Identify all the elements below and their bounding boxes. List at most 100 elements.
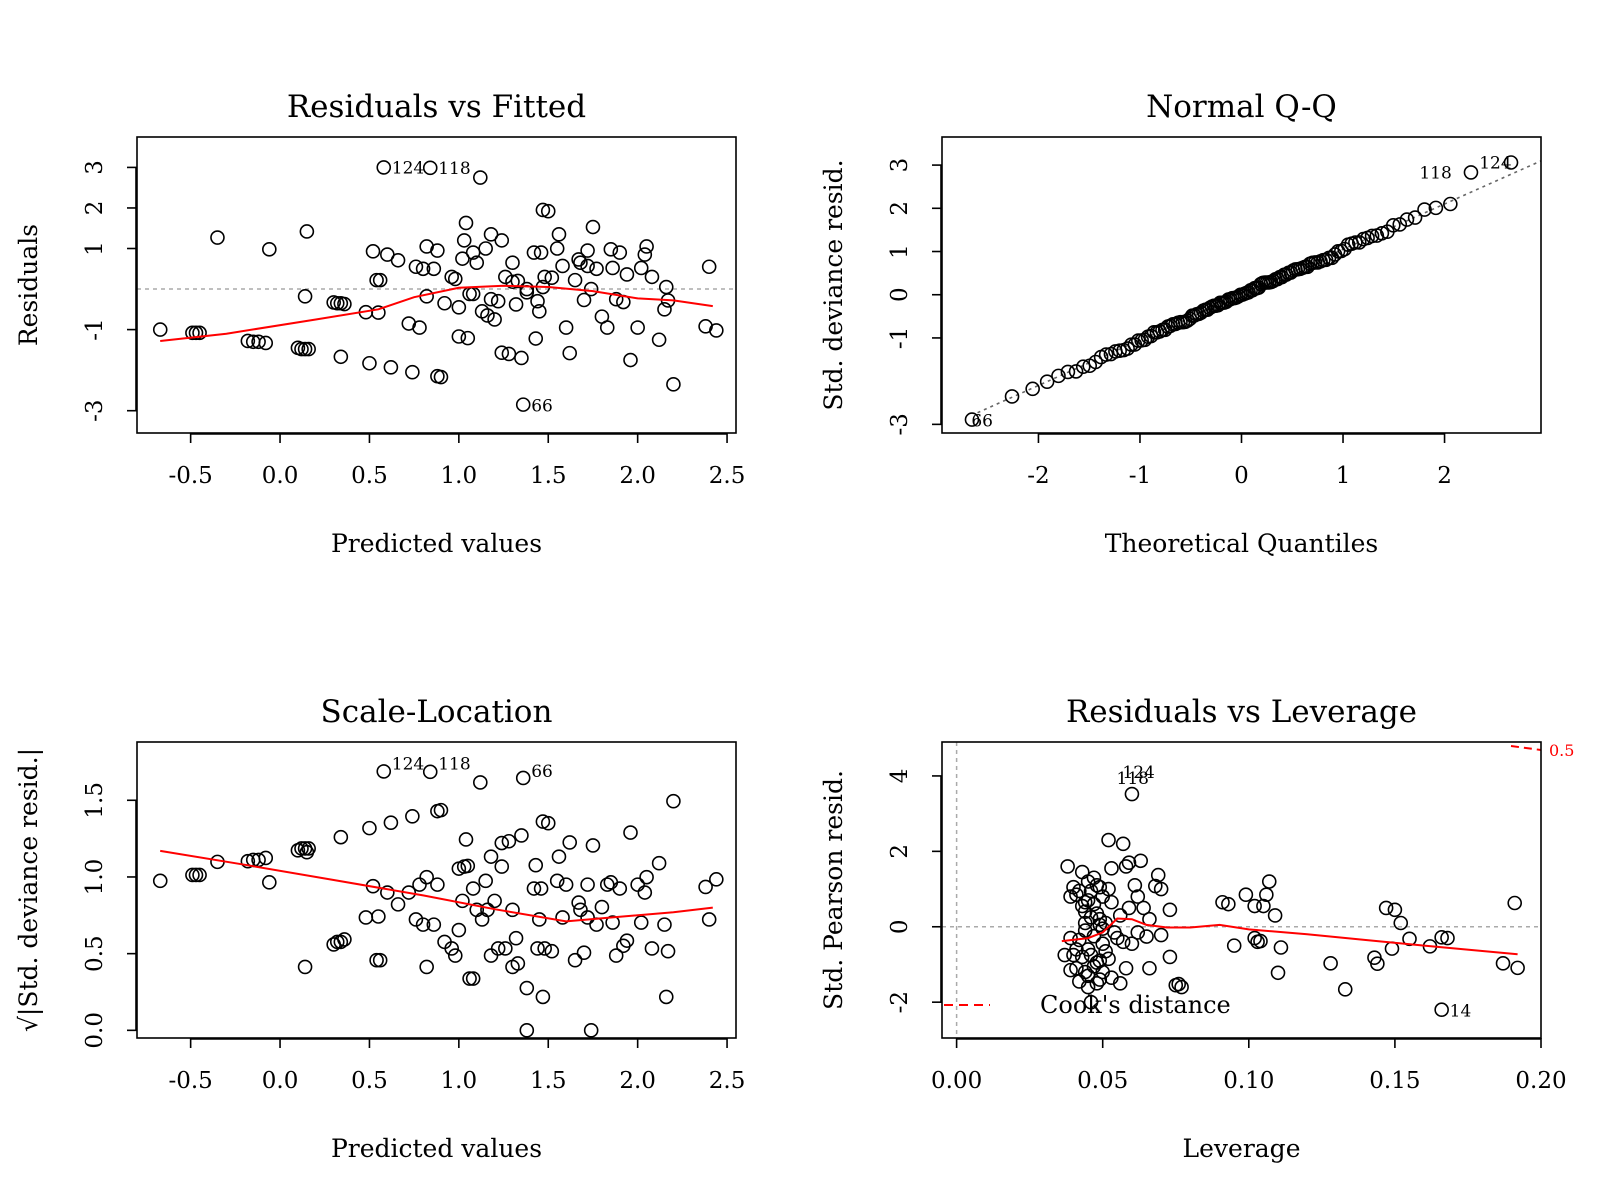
data-point [630,877,645,892]
data-point [490,941,506,956]
data-point [1162,949,1178,965]
data-point [473,170,488,185]
data-point [1104,970,1119,985]
data-point [1495,956,1511,971]
data-point [544,943,560,959]
legend-text: Cook's distance [1040,991,1231,1019]
data-point [1148,878,1163,894]
data-point [1247,898,1262,914]
y-tick-label: -3 [887,413,913,435]
data-point [573,902,588,918]
data-point [555,910,570,925]
data-point [1092,953,1108,969]
data-point [1115,836,1131,852]
data-point [551,227,567,242]
data-point [576,292,592,308]
data-point [519,281,535,297]
data-point [329,934,345,950]
data-point [1068,364,1084,379]
data-point [633,260,649,276]
x-tick-label: 0.10 [1223,1068,1274,1094]
data-point [1507,895,1523,911]
y-tick-label: -1 [887,327,913,349]
point-label: 124 [392,754,424,774]
data-point [1066,879,1081,895]
data-point [623,825,638,840]
data-point [1193,305,1209,320]
x-tick-label: 2.0 [619,1068,656,1094]
data-point [192,325,207,341]
y-tick-label: -2 [887,991,913,1013]
data-point [1074,898,1090,914]
data-point [1098,347,1114,362]
data-point [362,355,377,371]
data-point [666,793,681,809]
data-point [337,296,352,312]
data-point [537,269,552,285]
y-tick-label: 1 [887,244,913,259]
data-point [660,943,676,959]
x-axis-label: Theoretical Quantiles [1105,529,1379,558]
y-axis-label: Std. deviance resid. [819,159,848,410]
data-point [1238,887,1254,903]
y-tick-label: 2 [887,201,913,216]
point-label: 118 [438,754,470,774]
data-point [297,341,313,357]
data-point [658,989,674,1005]
data-point [152,322,168,337]
data-point [494,835,510,851]
data-point [510,956,526,971]
data-point [514,350,529,366]
x-tick-label: 1.0 [441,1068,478,1094]
data-point [540,815,556,831]
data-point [580,910,595,925]
data-point [362,820,377,836]
data-point [1074,864,1090,880]
data-point [1095,921,1111,936]
data-point [483,291,499,307]
data-point [462,971,477,986]
data-point [1337,982,1353,997]
data-point [1402,931,1417,947]
x-axis-label: Predicted values [331,1134,542,1163]
data-point [526,245,542,260]
data-point [390,252,406,268]
data-point [1142,960,1157,976]
data-point [605,260,620,276]
data-point [469,255,485,270]
x-tick-label: 0.0 [262,463,299,489]
data-point [558,877,574,892]
data-point [419,959,434,975]
data-point [380,885,395,900]
data-point [651,855,667,871]
data-point [530,293,545,309]
data-point [1120,341,1135,356]
x-tick-label: 0.5 [351,463,388,489]
data-point [1428,200,1444,216]
data-point [1247,930,1262,946]
data-point [528,331,544,346]
data-point [1130,925,1146,940]
data-point [188,867,204,883]
chart-title: Residuals vs Fitted [287,89,586,125]
data-point [1374,225,1390,241]
data-point [1385,218,1401,233]
y-tick-label: 3 [887,158,913,173]
data-point [1463,165,1479,180]
data-point [1270,965,1286,981]
data-point [1063,962,1078,978]
data-point [637,885,653,900]
data-point [210,230,225,245]
data-point [1092,917,1108,933]
data-point [455,251,470,266]
data-point [1004,389,1020,404]
data-point [644,269,660,285]
chart-title: Residuals vs Leverage [1066,694,1417,730]
plot-frame [136,136,737,434]
data-point [1440,930,1455,946]
data-point [465,971,481,986]
data-point [505,274,520,290]
data-point [657,302,672,317]
data-point [372,952,388,968]
